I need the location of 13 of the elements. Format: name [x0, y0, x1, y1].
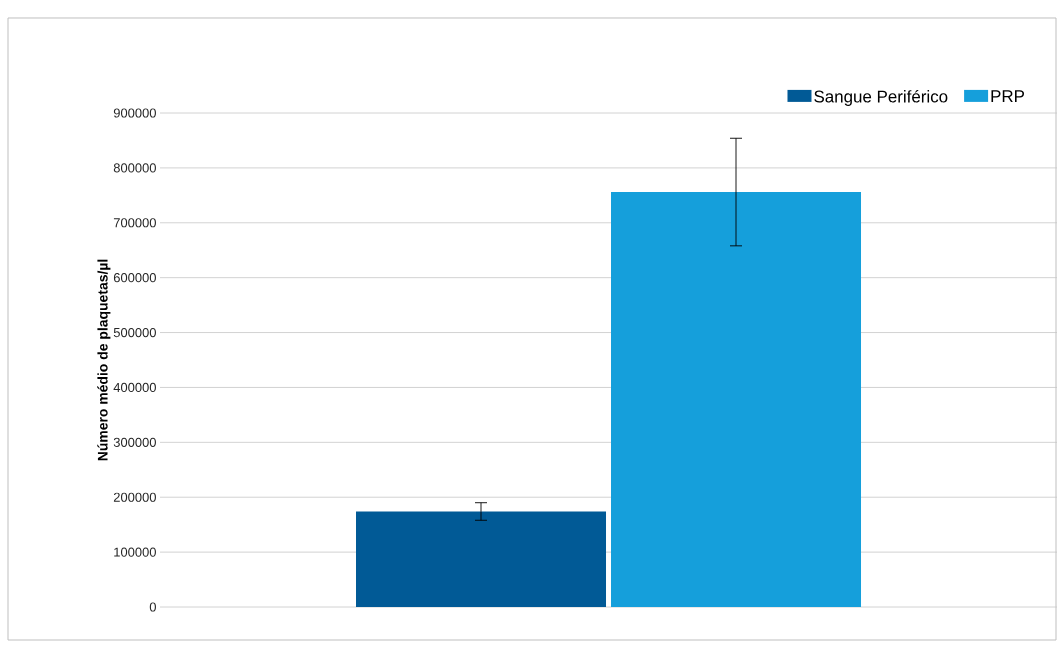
- y-tick-label: 600000: [113, 273, 156, 283]
- y-axis-title: Número médio de plaquetas/µl: [97, 259, 111, 461]
- y-tick-label: 0: [149, 602, 156, 612]
- legend-label: Sangue Periférico: [814, 89, 948, 106]
- y-tick-label: 400000: [113, 382, 156, 393]
- y-tick-label: 200000: [113, 492, 156, 502]
- legend-label: PRP: [991, 90, 1025, 102]
- y-tick-label: 900000: [113, 108, 156, 118]
- y-tick-label: 300000: [113, 437, 156, 447]
- y-tick-label: 800000: [113, 163, 156, 173]
- y-tick-label: 700000: [113, 218, 156, 228]
- y-tick-label: 100000: [114, 547, 156, 557]
- y-tick-label: 500000: [113, 327, 156, 338]
